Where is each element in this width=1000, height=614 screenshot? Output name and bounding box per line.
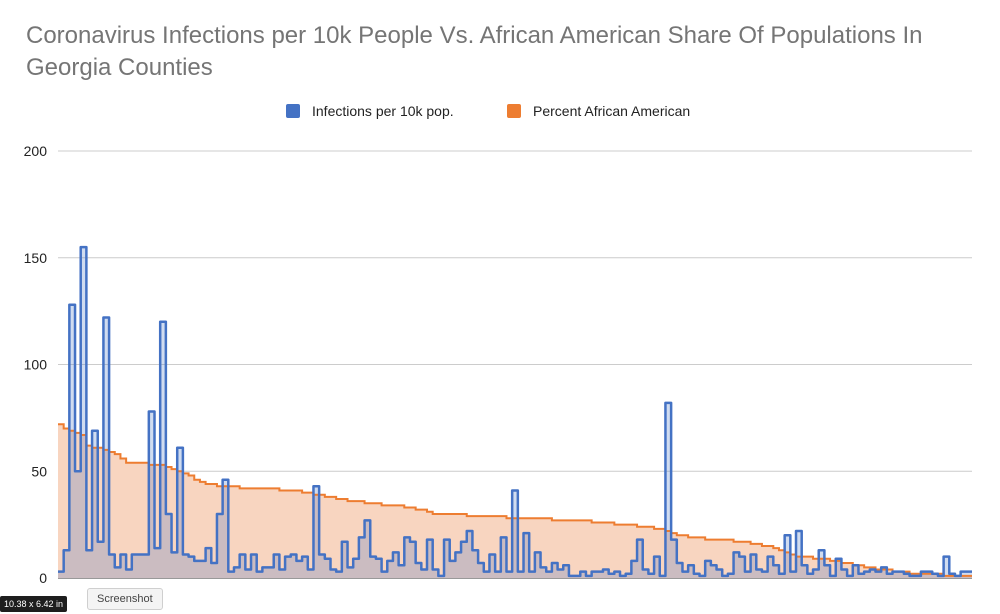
screenshot-tooltip: Screenshot <box>87 588 163 610</box>
y-tick-label-150: 150 <box>24 250 48 266</box>
y-tick-label-200: 200 <box>24 143 48 159</box>
legend-label-african-american: Percent African American <box>533 103 691 119</box>
series-group <box>58 245 972 578</box>
legend-swatch-infections <box>286 104 300 118</box>
legend-item-infections[interactable]: Infections per 10k pop. <box>286 103 454 119</box>
image-size-label: 10.38 x 6.42 in <box>0 596 68 612</box>
legend-swatch-african-american <box>507 104 521 118</box>
legend-item-african-american[interactable]: Percent African American <box>507 103 690 119</box>
chart-legend: Infections per 10k pop. Percent African … <box>0 103 1000 125</box>
legend-label-infections: Infections per 10k pop. <box>312 103 454 119</box>
y-tick-label-0: 0 <box>39 570 47 586</box>
y-axis: 0 50 100 150 200 <box>24 143 48 586</box>
y-tick-label-100: 100 <box>24 357 48 373</box>
series-area-african-american <box>58 424 972 578</box>
series-line-infections <box>58 245 972 578</box>
y-tick-label-50: 50 <box>31 463 47 479</box>
chart-title: Coronavirus Infections per 10k People Vs… <box>26 22 923 81</box>
